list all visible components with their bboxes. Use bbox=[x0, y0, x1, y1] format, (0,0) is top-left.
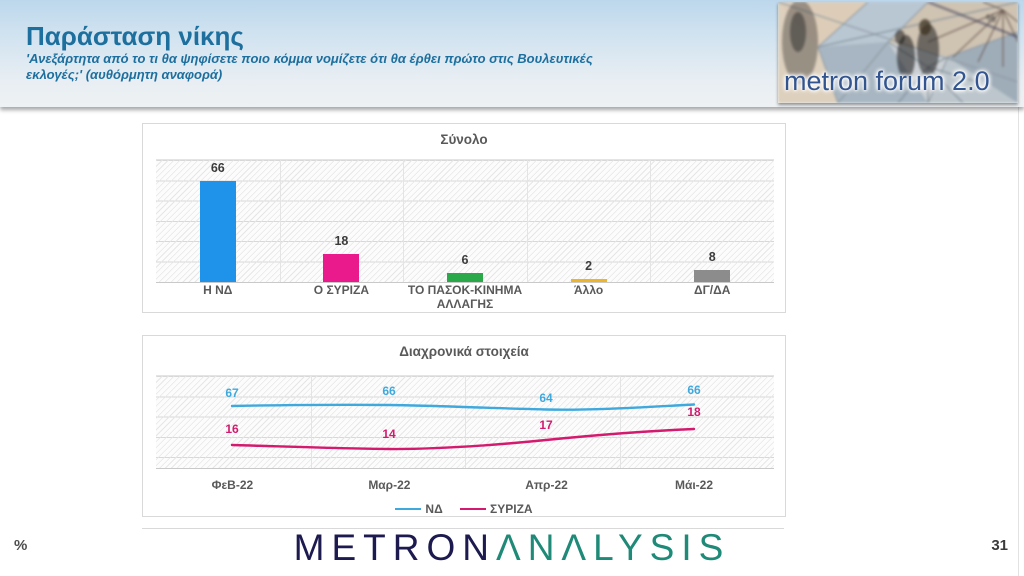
svg-text:%: % bbox=[986, 13, 996, 25]
